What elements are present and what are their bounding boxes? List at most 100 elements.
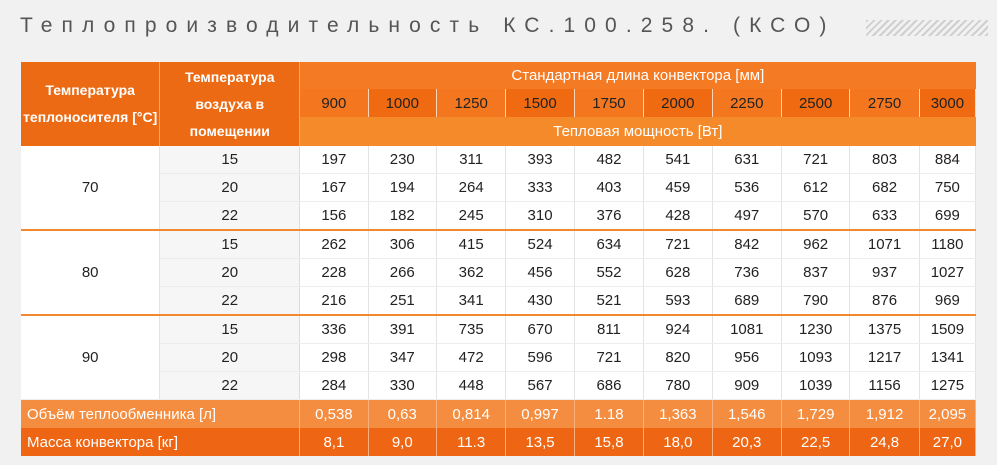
power-value-cell: 333 — [505, 173, 575, 202]
air-temp-cell: 15 — [159, 314, 301, 344]
volume-value-cell: 1,729 — [781, 399, 851, 428]
power-value-cell: 536 — [712, 173, 782, 202]
length-value: 1000 — [368, 89, 437, 117]
air-temp-cell: 15 — [159, 146, 301, 174]
power-value-cell: 803 — [849, 146, 920, 174]
mass-value-cell: 15,8 — [574, 428, 645, 456]
table-row: 80 15 262 306 415 524 634 721 842 962 1071 1180 — [21, 229, 977, 316]
power-value-cell: 820 — [643, 343, 713, 372]
power-value-cell: 430 — [505, 286, 575, 316]
power-value-cell: 552 — [574, 258, 645, 287]
power-value-cell: 699 — [919, 201, 977, 231]
power-value-cell: 524 — [505, 229, 575, 259]
mass-value-cell: 8,1 — [299, 428, 369, 456]
power-header-row: Тепловая мощность [Вт] — [21, 117, 976, 146]
power-value-cell: 311 — [436, 146, 507, 174]
volume-value-cell: 0,997 — [505, 399, 575, 428]
table-row: 22 216 251 341 430 521 593 689 790 876 969 — [21, 286, 977, 316]
title-row: Теплопроизводительность КС.100.258. (КСО… — [0, 0, 997, 60]
power-value-cell: 264 — [436, 173, 507, 202]
mass-value-cell: 24,8 — [849, 428, 920, 456]
volume-value-cell: 2,095 — [919, 399, 977, 428]
power-value-cell: 750 — [919, 173, 977, 202]
power-value-cell: 612 — [781, 173, 851, 202]
power-value-cell: 837 — [781, 258, 851, 287]
coolant-temp-header: Температура теплоносителя [°C] — [21, 62, 161, 146]
power-value-cell: 167 — [299, 173, 369, 202]
power-value-cell: 251 — [368, 286, 437, 316]
power-value-cell: 736 — [712, 258, 782, 287]
power-value-cell: 448 — [436, 371, 507, 400]
power-value-cell: 230 — [368, 146, 437, 174]
power-value-cell: 909 — [712, 371, 782, 400]
decorative-hatch — [866, 20, 988, 36]
power-value-cell: 790 — [781, 286, 851, 316]
air-temp-cell: 15 — [159, 229, 301, 259]
mass-value-cell: 20,3 — [712, 428, 782, 456]
power-value-cell: 262 — [299, 229, 369, 259]
volume-value-cell: 0,63 — [368, 399, 437, 428]
power-value-cell: 403 — [574, 173, 645, 202]
power-value-cell: 472 — [436, 343, 507, 372]
length-value: 2750 — [849, 89, 920, 117]
volume-row: Объём теплообменника [л] 0,538 0,63 0,814 0… — [21, 399, 977, 428]
power-value-cell: 194 — [368, 173, 437, 202]
power-value-cell: 336 — [299, 314, 369, 344]
volume-value-cell: 1,546 — [712, 399, 782, 428]
length-value: 1750 — [574, 89, 645, 117]
power-value-cell: 459 — [643, 173, 713, 202]
mass-value-cell: 9,0 — [368, 428, 437, 456]
power-value-cell: 1039 — [781, 371, 851, 400]
air-temp-cell: 20 — [159, 258, 301, 287]
power-value-cell: 631 — [712, 146, 782, 174]
volume-value-cell: 1,363 — [643, 399, 713, 428]
power-value-cell: 567 — [505, 371, 575, 400]
power-value-cell: 1230 — [781, 314, 851, 344]
mass-value-cell: 22,5 — [781, 428, 851, 456]
length-value: 1250 — [436, 89, 507, 117]
power-value-cell: 393 — [505, 146, 575, 174]
power-value-cell: 596 — [505, 343, 575, 372]
power-value-cell: 376 — [574, 201, 645, 231]
table-row: 22 156 182 245 310 376 428 497 570 633 699 — [21, 201, 977, 231]
power-value-cell: 330 — [368, 371, 437, 400]
power-value-cell: 721 — [643, 229, 713, 259]
power-header: Тепловая мощность [Вт] — [299, 117, 976, 146]
power-value-cell: 266 — [368, 258, 437, 287]
page-title: Теплопроизводительность КС.100.258. (КСО… — [20, 14, 836, 37]
power-value-cell: 1180 — [919, 229, 977, 259]
power-value-cell: 876 — [849, 286, 920, 316]
power-value-cell: 956 — [712, 343, 782, 372]
power-value-cell: 298 — [299, 343, 369, 372]
coolant-temp-cell: 90 — [21, 314, 161, 400]
power-value-cell: 1093 — [781, 343, 851, 372]
power-value-cell: 415 — [436, 229, 507, 259]
power-value-cell: 670 — [505, 314, 575, 344]
power-value-cell: 570 — [781, 201, 851, 231]
power-value-cell: 1509 — [919, 314, 977, 344]
power-value-cell: 1341 — [919, 343, 977, 372]
power-value-cell: 686 — [574, 371, 645, 400]
power-value-cell: 735 — [436, 314, 507, 344]
power-value-cell: 306 — [368, 229, 437, 259]
power-value-cell: 1027 — [919, 258, 977, 287]
power-value-cell: 682 — [849, 173, 920, 202]
length-value: 3000 — [919, 89, 977, 117]
power-value-cell: 780 — [643, 371, 713, 400]
air-temp-cell: 22 — [159, 201, 301, 231]
power-value-cell: 428 — [643, 201, 713, 231]
table-body: 70 15 197 230 311 393 482 541 631 721 803 884 20 167 1… — [21, 146, 977, 400]
power-value-cell: 216 — [299, 286, 369, 316]
power-value-cell: 969 — [919, 286, 977, 316]
table-row: 20 298 347 472 596 721 820 956 1093 1217 1341 — [21, 343, 977, 372]
length-value: 900 — [299, 89, 369, 117]
volume-value-cell: 0,814 — [436, 399, 507, 428]
table-row: 90 15 336 391 735 670 811 924 1081 1230 1375 1509 — [21, 314, 977, 400]
table-row: 70 15 197 230 311 393 482 541 631 721 803 884 — [21, 146, 977, 231]
power-value-cell: 362 — [436, 258, 507, 287]
power-value-cell: 1217 — [849, 343, 920, 372]
power-value-cell: 937 — [849, 258, 920, 287]
power-value-cell: 884 — [919, 146, 977, 174]
power-value-cell: 1071 — [849, 229, 920, 259]
air-temp-cell: 20 — [159, 343, 301, 372]
